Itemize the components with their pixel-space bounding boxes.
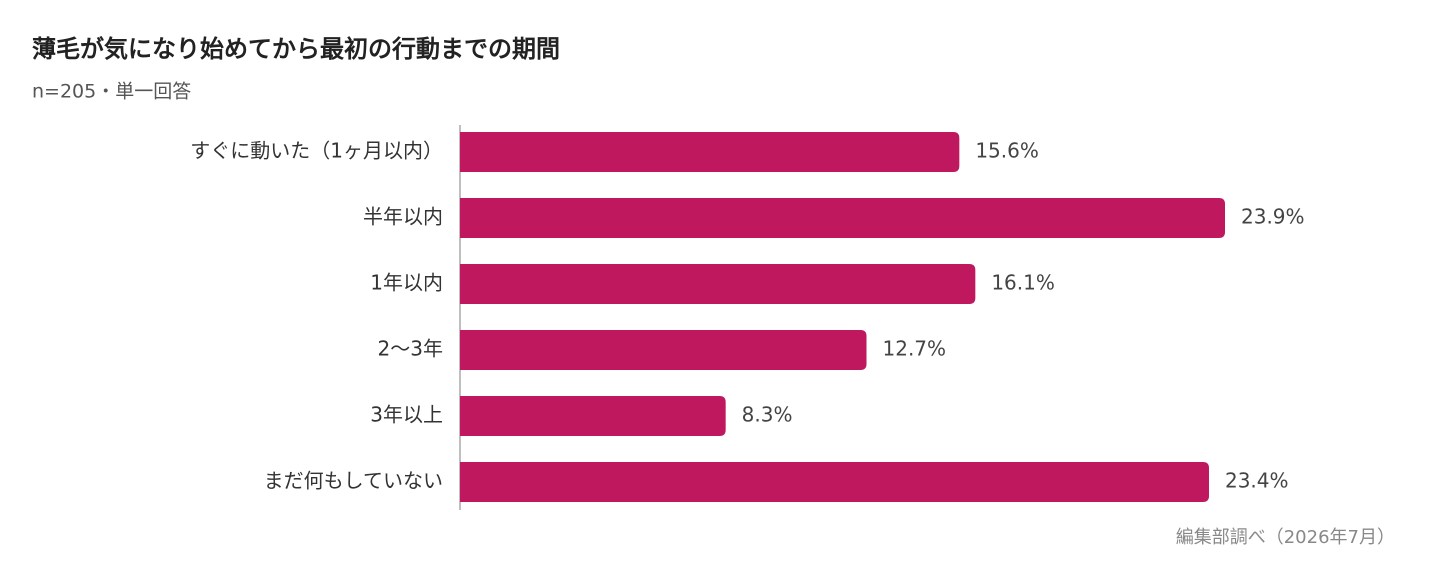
chart-title: 薄毛が気になり始めてから最初の行動までの期間 [32,35,560,63]
chart-subtitle: n=205・単一回答 [32,81,191,103]
value-label: 12.7% [883,337,947,361]
bar [460,198,1225,238]
category-label: すぐに動いた（1ヶ月以内） [190,139,443,163]
value-label: 23.9% [1241,205,1305,229]
category-label: まだ何もしていない [264,469,443,493]
bar [460,462,1209,502]
value-label: 15.6% [975,139,1039,163]
category-label: 1年以内 [370,271,443,295]
category-label: 3年以上 [370,403,443,427]
value-label: 23.4% [1225,469,1289,493]
value-label: 8.3% [742,403,793,427]
category-label: 2〜3年 [378,337,443,361]
source-note: 編集部調べ（2026年7月） [1176,527,1395,548]
bar [460,132,960,172]
bar [460,330,867,370]
bar [460,396,726,436]
bar [460,264,976,304]
value-label: 16.1% [991,271,1055,295]
category-label: 半年以内 [363,205,443,229]
